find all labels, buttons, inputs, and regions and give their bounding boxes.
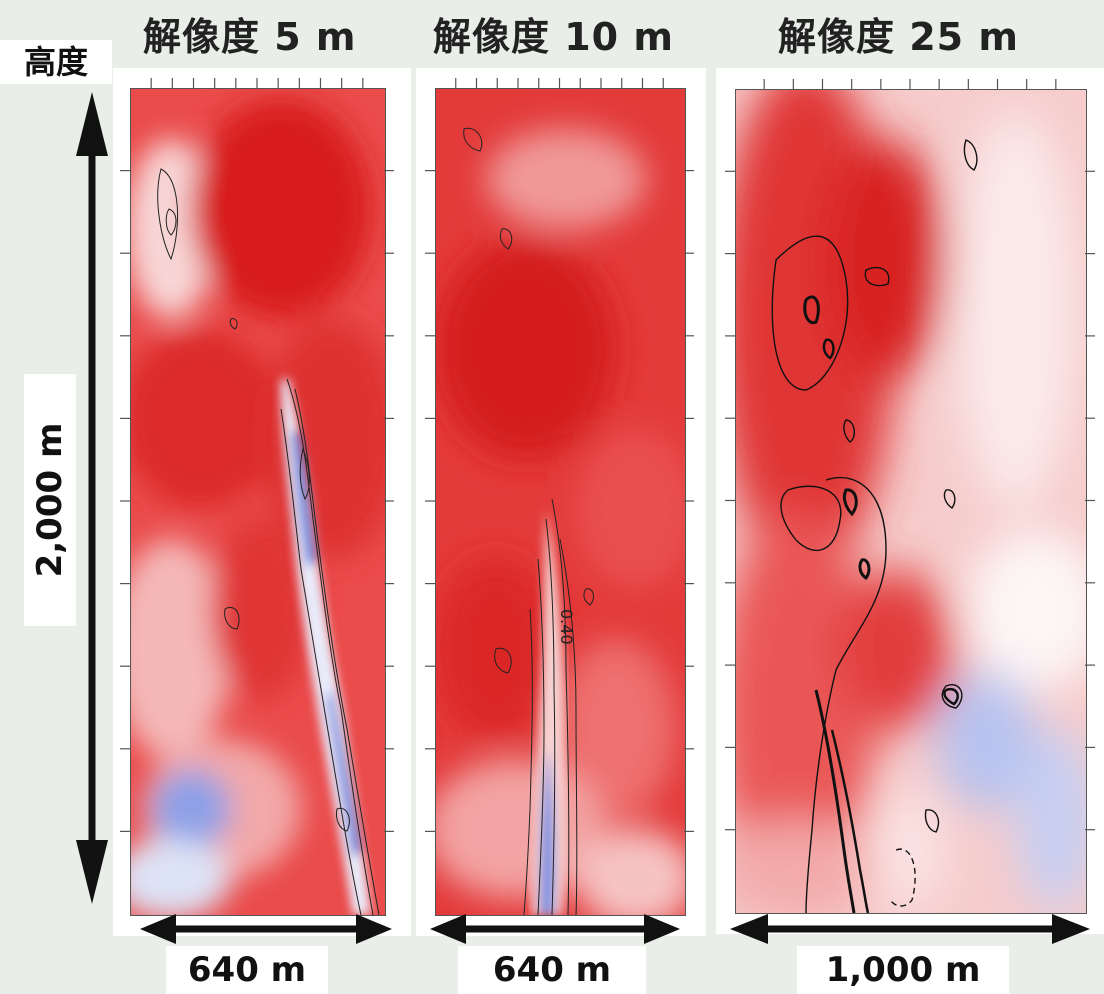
field-5m	[130, 88, 386, 916]
width-label-5m: 640 m	[166, 946, 328, 994]
panel-title-25m: 解像度 25 m	[778, 15, 1019, 59]
panel-25m	[716, 68, 1104, 934]
panel-title-5m: 解像度 5 m	[143, 15, 357, 59]
field-25m	[735, 89, 1087, 914]
contour-label: 0.40	[557, 609, 576, 645]
width-label-10m: 640 m	[458, 946, 646, 994]
field-10m: 0.40	[435, 88, 686, 916]
height-label: 高度	[0, 40, 112, 84]
panel-5m	[113, 68, 411, 936]
panel-title-10m: 解像度 10 m	[433, 15, 674, 59]
height-extent-label: 2,000 m	[24, 374, 76, 626]
height-arrow-bottom	[76, 840, 108, 904]
panel-10m: 0.40	[416, 68, 706, 936]
height-arrow-top	[76, 92, 108, 156]
tick-marks	[120, 78, 1095, 833]
width-label-25m: 1,000 m	[797, 946, 1009, 994]
